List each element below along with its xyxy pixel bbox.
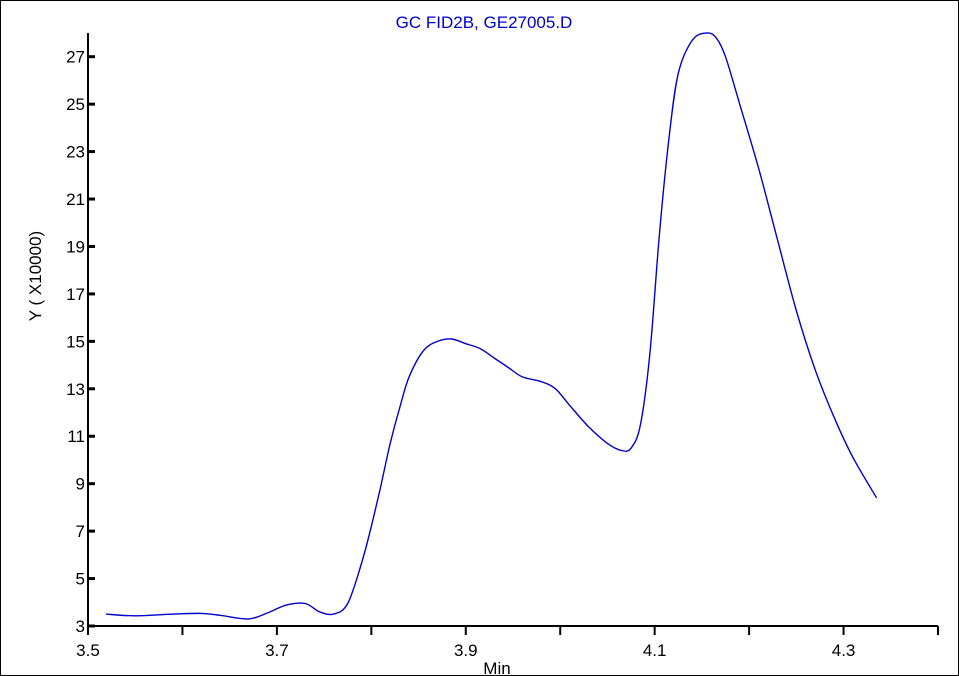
chart-title: GC FID2B, GE27005.D	[396, 13, 573, 32]
y-tick-label: 9	[76, 475, 85, 494]
x-tick-label: 4.3	[832, 641, 856, 660]
x-tick-label: 3.9	[454, 641, 478, 660]
y-tick-label: 5	[76, 570, 85, 589]
y-tick-label: 15	[66, 332, 85, 351]
y-tick-label: 7	[76, 522, 85, 541]
y-tick-label: 23	[66, 143, 85, 162]
y-tick-label: 27	[66, 48, 85, 67]
x-tick-label: 3.7	[265, 641, 289, 660]
x-axis-label: Min	[483, 659, 510, 676]
y-axis-ticks: 3 5 7 9 11 13 15 17 19 21 23 25 27	[66, 48, 95, 636]
y-tick-label: 11	[67, 427, 85, 446]
x-tick-label: 3.5	[76, 641, 100, 660]
y-tick-label: 21	[66, 190, 85, 209]
y-tick-label: 3	[76, 617, 85, 636]
x-axis-ticks: 3.5 3.7 3.9 4.1 4.3	[76, 626, 939, 660]
y-tick-label: 17	[66, 285, 85, 304]
series-line	[105, 32, 878, 620]
y-tick-label: 13	[66, 380, 85, 399]
x-tick-label: 4.1	[643, 641, 667, 660]
y-tick-label: 25	[66, 95, 85, 114]
y-axis-label: Y ( X10000)	[26, 231, 45, 321]
y-tick-label: 19	[66, 237, 85, 256]
